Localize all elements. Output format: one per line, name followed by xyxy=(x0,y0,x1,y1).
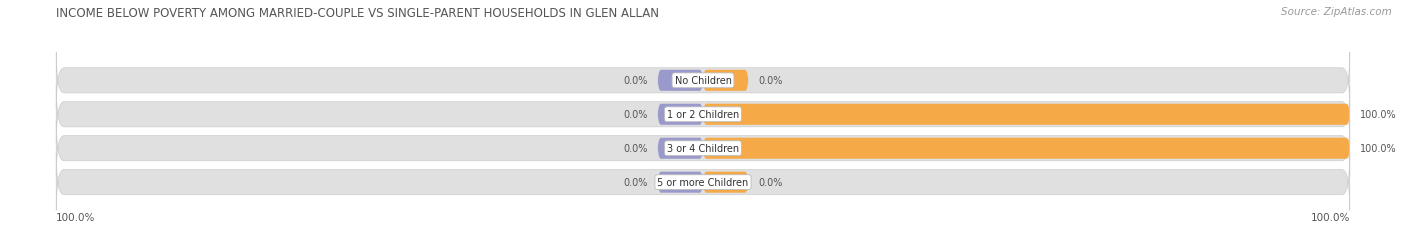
Text: 3 or 4 Children: 3 or 4 Children xyxy=(666,144,740,154)
FancyBboxPatch shape xyxy=(658,138,703,159)
FancyBboxPatch shape xyxy=(56,87,1350,143)
Text: 100.0%: 100.0% xyxy=(56,212,96,222)
FancyBboxPatch shape xyxy=(703,172,748,193)
Text: 1 or 2 Children: 1 or 2 Children xyxy=(666,110,740,120)
Text: 100.0%: 100.0% xyxy=(1360,144,1396,154)
Text: 0.0%: 0.0% xyxy=(758,177,782,187)
FancyBboxPatch shape xyxy=(658,104,703,125)
FancyBboxPatch shape xyxy=(703,104,1350,125)
Text: 0.0%: 0.0% xyxy=(624,177,648,187)
FancyBboxPatch shape xyxy=(658,172,703,193)
Text: INCOME BELOW POVERTY AMONG MARRIED-COUPLE VS SINGLE-PARENT HOUSEHOLDS IN GLEN AL: INCOME BELOW POVERTY AMONG MARRIED-COUPL… xyxy=(56,7,659,20)
Text: No Children: No Children xyxy=(675,76,731,86)
FancyBboxPatch shape xyxy=(56,53,1350,109)
Text: 100.0%: 100.0% xyxy=(1310,212,1350,222)
Text: 0.0%: 0.0% xyxy=(624,110,648,120)
Text: 0.0%: 0.0% xyxy=(624,76,648,86)
Text: 5 or more Children: 5 or more Children xyxy=(658,177,748,187)
Text: 0.0%: 0.0% xyxy=(758,76,782,86)
FancyBboxPatch shape xyxy=(703,138,1350,159)
Text: Source: ZipAtlas.com: Source: ZipAtlas.com xyxy=(1281,7,1392,17)
FancyBboxPatch shape xyxy=(56,154,1350,210)
Text: 0.0%: 0.0% xyxy=(624,144,648,154)
FancyBboxPatch shape xyxy=(703,70,748,91)
FancyBboxPatch shape xyxy=(56,121,1350,177)
Text: 100.0%: 100.0% xyxy=(1360,110,1396,120)
FancyBboxPatch shape xyxy=(658,70,703,91)
